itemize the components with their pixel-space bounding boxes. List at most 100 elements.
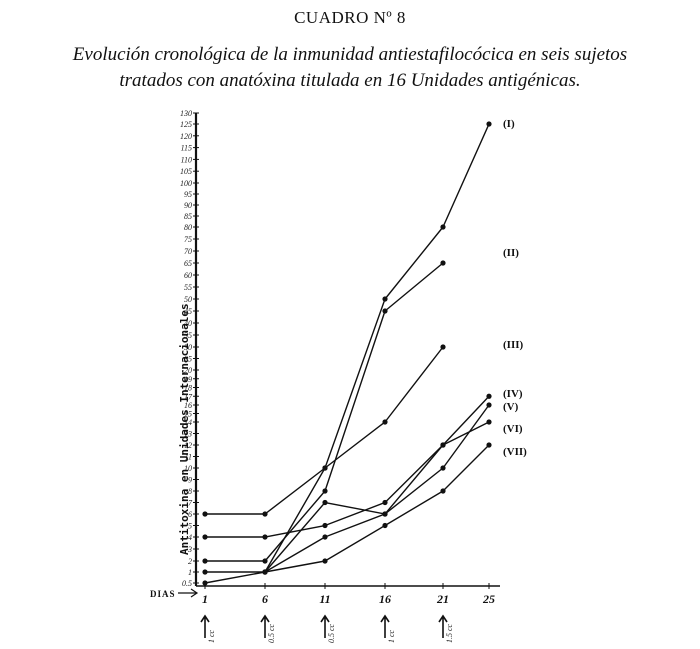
y-tick-label: 45 (184, 307, 192, 316)
y-tick-label: 125 (180, 120, 192, 129)
dose-label: 0.5 cc (327, 623, 336, 643)
data-point (202, 511, 208, 517)
data-point (486, 419, 492, 425)
y-tick-label: 4 (188, 533, 192, 542)
series-vi: (VI) (262, 419, 523, 575)
data-point (486, 121, 492, 127)
data-point (262, 558, 268, 564)
dose-arrow-icon (200, 614, 210, 638)
y-tick-label: 12 (184, 441, 192, 450)
data-point (322, 499, 328, 506)
dose-markers: 1 cc 0.5 cc 0.5 cc 1 cc 1.5 cc (200, 614, 454, 643)
series-label: (II) (503, 247, 519, 259)
dose-label: 0.5 cc (267, 623, 276, 643)
data-point (440, 465, 446, 471)
data-point (322, 534, 328, 540)
y-tick-label: 14 (184, 418, 192, 427)
data-point (382, 499, 388, 506)
series-line (205, 262, 444, 562)
data-point (262, 511, 268, 517)
dose-arrow-icon (260, 614, 270, 638)
chart-series: (I) (II) (III) (IV)(V) (VI) (VII) (202, 118, 527, 586)
data-point (322, 488, 328, 494)
x-axis-arrow-icon (178, 588, 199, 598)
dose-arrow-icon (438, 614, 448, 638)
data-point (382, 511, 388, 517)
dose-arrow-icon (380, 614, 390, 638)
data-point (382, 522, 388, 529)
series-label: (III) (503, 339, 524, 351)
data-point (322, 522, 328, 529)
dose-label: 1 cc (387, 629, 396, 643)
x-tick-label: 16 (379, 592, 391, 606)
series-ii: (II) (202, 247, 519, 564)
y-tick-label: 15 (184, 410, 192, 419)
data-point (440, 344, 446, 350)
y-tick-label: 115 (181, 144, 192, 153)
x-tick-label: 21 (436, 592, 449, 606)
y-tick-label: 5 (188, 522, 192, 531)
dose-label: 1 cc (207, 629, 216, 643)
y-tick-label: 20 (184, 366, 192, 375)
y-tick-label: 8 (188, 487, 192, 496)
y-tick-label: 100 (180, 179, 192, 188)
y-tick-label: 6 (188, 510, 192, 519)
data-point (440, 224, 446, 230)
y-axis-label: Antitoxina en Unidades Internacionales (178, 303, 191, 555)
series-i: (I) (202, 118, 515, 586)
x-axis-label: DIAS (150, 589, 176, 599)
x-tick-label: 1 (202, 592, 208, 606)
data-point (486, 393, 492, 399)
y-tick-label: 130 (180, 109, 192, 118)
y-tick-label: 19 (184, 375, 192, 384)
data-point (262, 534, 268, 540)
series-iii: (III) (202, 339, 524, 517)
chart-title-line2: tratados con anatóxina titulada en 16 Un… (119, 70, 581, 91)
y-tick-label: 40 (184, 319, 192, 328)
table-number: CUADRO Nº 8 (294, 8, 406, 27)
data-point (382, 419, 388, 425)
chart-axes (178, 113, 500, 598)
y-tick-label: 70 (184, 247, 192, 256)
y-tick-label: 9 (188, 476, 192, 485)
y-tick-label: 75 (184, 235, 192, 244)
y-tick-label: 85 (184, 212, 192, 221)
y-tick-label: 17 (184, 392, 193, 401)
y-tick-label: 50 (184, 295, 192, 304)
data-point (202, 580, 208, 586)
y-tick-label: 0.5 (182, 579, 192, 588)
y-tick-label: 25 (184, 355, 192, 364)
chart-title-line1: Evolución cronológica de la inmunidad an… (72, 44, 628, 65)
series-v: (V) (202, 401, 519, 575)
series-iv: (IV) (202, 388, 523, 540)
series-label: (V) (503, 401, 519, 413)
series-label: (I) (503, 118, 515, 130)
y-tick-label: 120 (180, 132, 192, 141)
y-tick-label: 110 (181, 155, 192, 164)
y-tick-label: 2 (188, 557, 192, 566)
y-tick-label: 3 (187, 545, 192, 554)
series-label: (IV) (503, 388, 523, 400)
series-label: (VII) (503, 446, 527, 458)
y-tick-label: 30 (183, 343, 192, 352)
data-point (486, 402, 492, 408)
y-tick-label: 1 (188, 568, 192, 577)
y-tick-label: 35 (183, 331, 192, 340)
y-tick-label: 90 (184, 201, 192, 210)
data-point (382, 296, 388, 302)
y-tick-label: 105 (180, 167, 192, 176)
y-tick-label: 18 (184, 384, 192, 393)
data-point (202, 558, 208, 564)
data-point (440, 442, 446, 448)
data-point (440, 260, 446, 266)
x-tick-label: 11 (319, 592, 330, 606)
series-line (205, 404, 490, 573)
y-tick-label: 65 (184, 259, 192, 268)
y-tick-label: 10 (184, 464, 192, 473)
x-axis-ticks: 1 6 11 16 21 25 (202, 583, 495, 606)
data-point (202, 569, 208, 575)
y-tick-label: 16 (184, 401, 192, 410)
data-point (486, 442, 492, 448)
dose-label: 1.5 cc (445, 623, 454, 643)
